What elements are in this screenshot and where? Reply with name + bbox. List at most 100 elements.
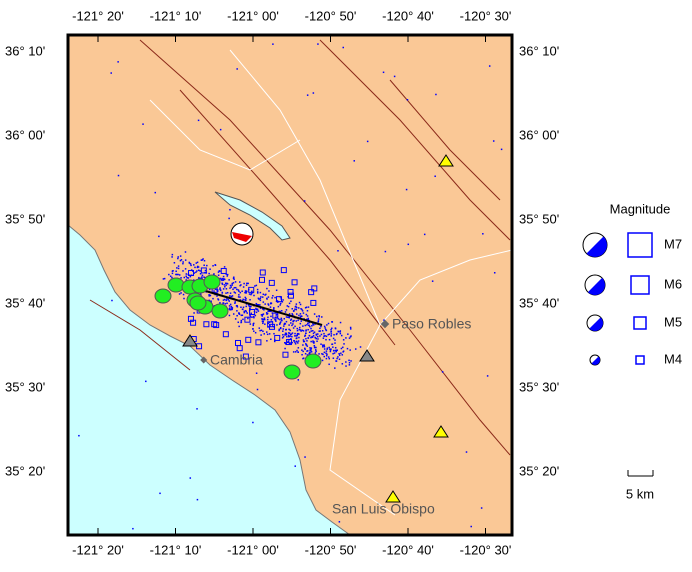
quake	[259, 299, 262, 302]
quake	[305, 330, 307, 332]
quake	[423, 233, 426, 236]
quake	[328, 346, 330, 349]
quake	[345, 365, 347, 367]
quake	[306, 310, 309, 312]
aftershock	[203, 274, 221, 290]
lat-label: 35° 40'	[519, 295, 559, 310]
quake	[228, 305, 231, 307]
quake	[255, 311, 258, 314]
quake	[297, 319, 299, 321]
quake	[262, 293, 265, 296]
quake	[308, 324, 310, 327]
quake	[285, 332, 288, 335]
quake	[204, 269, 207, 272]
legend-label: M4	[664, 351, 682, 366]
quake	[180, 292, 182, 294]
quake	[217, 299, 220, 301]
quake-square	[222, 331, 229, 338]
quake	[326, 347, 329, 349]
quake	[335, 333, 338, 336]
quake-square	[269, 323, 276, 330]
quake	[266, 287, 268, 290]
quake	[266, 297, 268, 300]
quake	[245, 303, 248, 305]
quake	[267, 303, 269, 305]
quake	[224, 286, 226, 288]
quake	[313, 341, 315, 343]
town-marker	[380, 319, 390, 329]
quake	[310, 330, 313, 332]
quake	[278, 329, 280, 332]
quake	[305, 332, 307, 335]
quake	[193, 264, 195, 266]
quake	[336, 357, 338, 360]
quake	[264, 294, 266, 296]
quake	[340, 352, 342, 354]
quake	[288, 316, 291, 318]
quake	[306, 345, 309, 347]
quake	[324, 335, 326, 337]
quake	[244, 309, 247, 312]
legend-square	[635, 355, 645, 365]
quake	[282, 334, 284, 336]
quake	[226, 283, 229, 285]
quake	[228, 217, 230, 220]
quake	[206, 264, 208, 267]
quake	[230, 286, 232, 288]
quake	[486, 375, 489, 377]
quake	[306, 350, 309, 352]
quake	[307, 318, 309, 321]
quake	[270, 310, 272, 313]
quake	[248, 305, 251, 307]
quake	[272, 294, 274, 297]
quake	[353, 160, 356, 162]
lon-label: -120° 50'	[305, 542, 357, 557]
lat-label: 35° 30'	[5, 379, 45, 394]
quake	[406, 98, 409, 101]
quake	[295, 306, 298, 309]
quake	[249, 323, 252, 325]
quake	[259, 307, 262, 309]
quake	[338, 352, 340, 355]
legend-square	[627, 232, 653, 258]
quake	[337, 250, 339, 252]
quake	[256, 303, 258, 306]
quake	[305, 343, 308, 346]
quake	[266, 333, 269, 336]
quake	[311, 336, 314, 338]
quake	[313, 342, 315, 344]
quake	[268, 333, 271, 335]
quake	[302, 350, 304, 353]
quake	[238, 290, 240, 293]
quake	[264, 323, 266, 325]
quake	[282, 335, 285, 338]
quake	[345, 337, 347, 339]
quake	[330, 335, 332, 337]
quake	[231, 284, 233, 286]
quake	[274, 296, 276, 299]
quake	[350, 335, 352, 337]
quake	[231, 282, 233, 285]
legend-square	[633, 316, 647, 330]
lon-label: -121° 20'	[72, 542, 124, 557]
quake	[247, 317, 249, 320]
quake	[295, 308, 298, 311]
quake	[177, 273, 179, 276]
quake	[220, 278, 222, 281]
legend-square	[630, 275, 650, 295]
quake	[225, 284, 227, 286]
quake	[317, 333, 319, 335]
quake	[298, 336, 300, 339]
quake	[291, 313, 293, 315]
quake	[214, 264, 217, 266]
quake	[336, 349, 338, 351]
quake	[190, 264, 192, 267]
quake	[254, 314, 257, 317]
quake	[465, 451, 468, 453]
quake	[306, 94, 309, 96]
quake-square	[244, 316, 251, 323]
quake	[291, 332, 294, 334]
quake	[242, 306, 245, 309]
quake	[219, 287, 221, 289]
lon-label: -121° 20'	[72, 8, 124, 23]
